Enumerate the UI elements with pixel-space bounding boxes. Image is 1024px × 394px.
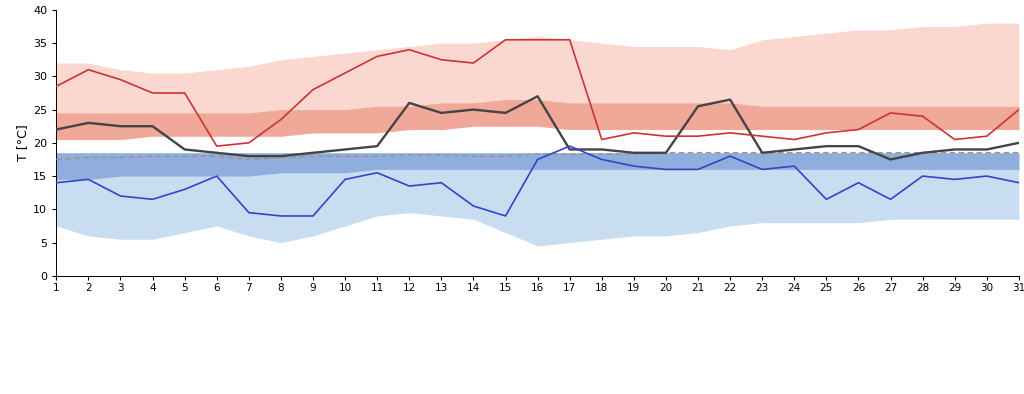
Y-axis label: T [°C]: T [°C] xyxy=(16,125,29,161)
